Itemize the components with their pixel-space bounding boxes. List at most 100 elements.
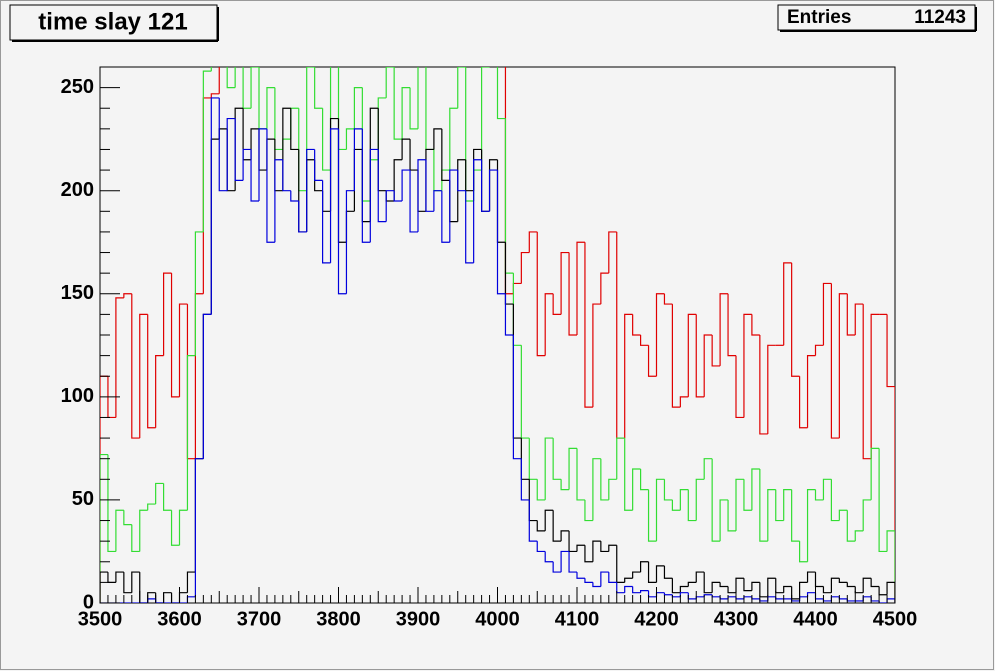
histogram-step <box>552 293 562 315</box>
histogram-step <box>123 572 132 594</box>
histogram-step <box>600 571 609 587</box>
histogram-step <box>401 87 411 140</box>
histogram-step <box>878 586 888 596</box>
histogram-step <box>743 479 752 511</box>
histogram-step <box>560 530 570 542</box>
histogram-step <box>655 478 665 542</box>
histogram-step <box>465 190 474 264</box>
histogram-step <box>727 586 736 594</box>
histogram-step <box>671 304 681 408</box>
histogram-step <box>814 489 824 501</box>
histogram-step <box>870 447 880 500</box>
histogram-step <box>441 190 450 243</box>
histogram-step <box>600 541 609 553</box>
histogram-step <box>504 293 514 336</box>
histogram-step <box>663 479 673 501</box>
histogram-step <box>854 303 864 335</box>
histogram-step <box>687 489 697 522</box>
histogram-step <box>560 251 570 315</box>
histogram-step <box>345 128 355 150</box>
histogram-step <box>488 169 498 212</box>
histogram-step <box>123 510 132 526</box>
histogram-step <box>457 159 466 222</box>
histogram-step <box>552 510 562 542</box>
histogram-step <box>727 499 736 532</box>
histogram-step <box>393 159 403 201</box>
histogram-step <box>624 585 633 593</box>
histogram-step <box>163 272 172 356</box>
histogram-step <box>433 190 442 212</box>
histogram-step <box>624 313 633 439</box>
histogram-step <box>791 262 800 377</box>
histogram-step <box>830 479 840 522</box>
histogram-step <box>115 509 124 552</box>
histogram-step <box>592 540 601 562</box>
histogram-step <box>544 509 554 531</box>
histogram-step <box>401 138 411 160</box>
histogram-step <box>306 148 315 232</box>
histogram-step <box>727 293 736 357</box>
histogram-step <box>528 231 538 253</box>
histogram-step <box>568 447 577 490</box>
histogram-step <box>799 376 808 429</box>
histogram-step <box>783 262 792 346</box>
histogram-step <box>679 396 689 408</box>
stats-label: Entries <box>787 7 851 28</box>
histogram-step <box>759 469 768 542</box>
histogram-step <box>409 170 418 233</box>
histogram-step <box>791 489 800 542</box>
y-tick-label: 50 <box>72 488 94 510</box>
histogram-step <box>131 293 140 439</box>
histogram-step <box>608 478 617 500</box>
histogram-step <box>640 561 649 573</box>
histogram-step <box>250 149 259 202</box>
histogram-step <box>290 190 299 202</box>
histogram-step <box>608 544 617 552</box>
y-tick-label: 0 <box>83 591 94 613</box>
histogram-step <box>751 581 760 591</box>
histogram-step <box>337 128 347 295</box>
histogram-step <box>194 231 204 356</box>
histogram-step <box>139 313 148 439</box>
histogram-step <box>417 67 419 129</box>
histogram-step <box>576 544 585 552</box>
histogram-step <box>147 503 156 511</box>
histogram-step <box>695 571 705 583</box>
histogram-step <box>568 551 577 573</box>
histogram-step <box>624 438 633 511</box>
histogram-step <box>385 67 395 98</box>
histogram-step <box>822 586 832 594</box>
histogram-step <box>743 313 752 418</box>
x-tick-label: 4500 <box>873 608 918 630</box>
histogram-step <box>417 159 426 232</box>
histogram-step <box>433 128 442 150</box>
histogram-step <box>314 67 323 109</box>
histogram-step <box>600 458 609 501</box>
histogram-step <box>632 468 641 511</box>
histogram-step <box>274 159 283 243</box>
histogram-step <box>711 335 721 367</box>
y-tick-label: 100 <box>61 385 94 407</box>
histogram-step <box>870 578 880 588</box>
histogram-step <box>679 489 689 511</box>
histogram-step <box>100 453 108 603</box>
histogram-step <box>711 581 721 593</box>
histogram-step <box>743 578 752 592</box>
histogram-step <box>584 545 593 563</box>
histogram-step <box>838 293 848 439</box>
histogram-step <box>576 572 585 579</box>
histogram-step <box>322 108 331 171</box>
histogram-step <box>799 541 808 563</box>
histogram-step <box>767 344 776 434</box>
histogram-step <box>544 293 554 356</box>
x-tick-label: 3900 <box>396 608 441 630</box>
histogram-step <box>647 489 657 542</box>
histogram-step <box>687 581 697 587</box>
histogram-step <box>544 437 554 500</box>
histogram-step <box>608 572 617 583</box>
histogram-step <box>385 190 395 222</box>
histogram-step <box>178 303 188 397</box>
histogram-step <box>783 585 792 593</box>
